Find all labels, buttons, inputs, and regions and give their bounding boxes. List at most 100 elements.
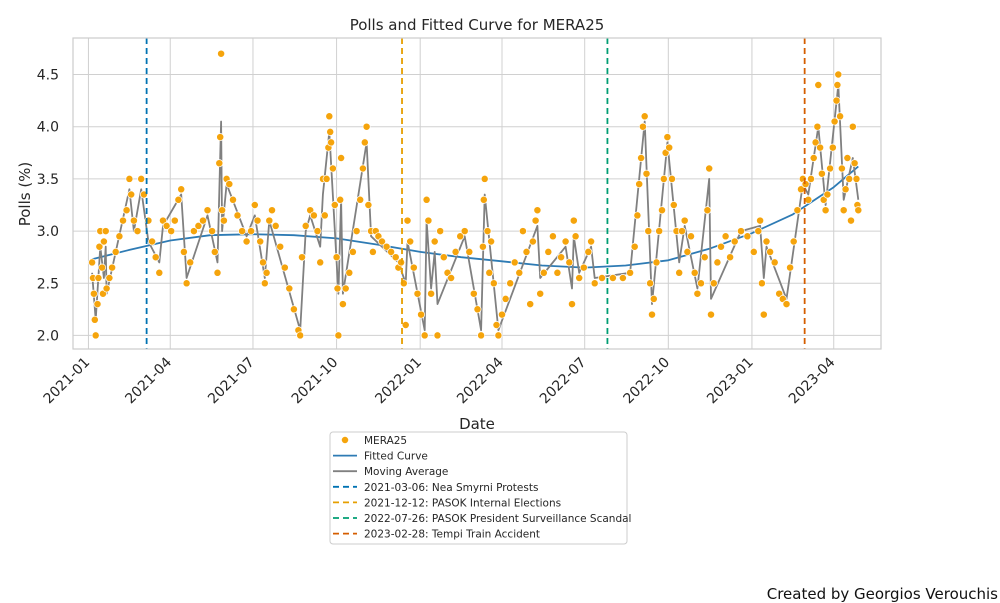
poll-point (199, 216, 207, 225)
poll-point (217, 49, 226, 58)
poll-point (587, 237, 596, 246)
poll-point (127, 190, 136, 199)
poll-point (501, 294, 510, 303)
poll-point (841, 185, 850, 194)
plot-frame (72, 37, 882, 350)
poll-point (341, 284, 350, 293)
poll-point (693, 289, 702, 298)
poll-point (817, 169, 826, 178)
poll-point (98, 263, 107, 272)
x-tick-label: 2021-01 (41, 355, 94, 408)
poll-point (743, 232, 752, 241)
poll-point (648, 310, 656, 319)
poll-point (265, 216, 274, 225)
poll-point (652, 258, 661, 267)
poll-point (301, 221, 310, 230)
poll-point (762, 237, 771, 246)
y-axis-ticks: 2.0 2.5 3.0 3.5 4.0 4.5 (37, 68, 59, 345)
poll-point (544, 247, 553, 256)
poll-point (436, 227, 445, 236)
poll-point (139, 190, 148, 199)
poll-point (356, 195, 365, 204)
poll-point (726, 253, 735, 262)
poll-point (608, 274, 617, 282)
poll-point (579, 263, 588, 272)
poll-point (460, 227, 469, 236)
poll-point (238, 227, 247, 236)
poll-point (413, 289, 422, 298)
poll-point (548, 232, 557, 241)
poll-point (848, 122, 857, 131)
poll-point (360, 138, 369, 147)
poll-point (424, 216, 433, 225)
poll-point (313, 227, 322, 236)
poll-point (256, 237, 265, 246)
poll-point (345, 268, 354, 277)
poll-point (358, 164, 367, 173)
poll-point (102, 284, 111, 293)
poll-point (213, 268, 222, 277)
poll-point (148, 237, 157, 246)
poll-point (834, 70, 843, 79)
y-tick-label: 2.0 (37, 328, 59, 344)
legend-label: Fitted Curve (364, 451, 428, 463)
x-tick-label: 2021-10 (289, 355, 342, 408)
poll-point (186, 258, 195, 267)
poll-point (473, 305, 482, 314)
poll-point (839, 206, 848, 215)
x-tick-label: 2022-07 (537, 355, 590, 408)
poll-point (492, 321, 501, 329)
poll-point (553, 268, 562, 277)
poll-point (162, 221, 171, 230)
poll-point (322, 174, 331, 183)
poll-point (640, 112, 649, 121)
poll-point (703, 206, 712, 215)
poll-point (362, 122, 371, 131)
poll-point (830, 117, 839, 126)
poll-point (456, 232, 465, 241)
poll-point (675, 268, 684, 277)
poll-point (94, 274, 103, 282)
grid (73, 38, 881, 349)
poll-point (836, 112, 845, 121)
poll-point (320, 211, 329, 220)
poll-point (391, 253, 400, 262)
poll-point (427, 289, 436, 298)
poll-point (93, 300, 102, 309)
poll-point (557, 253, 566, 262)
poll-point (403, 216, 412, 225)
y-tick-label: 4.0 (37, 120, 59, 136)
poll-point (129, 216, 138, 225)
poll-point (575, 274, 584, 282)
poll-point (125, 174, 134, 183)
poll-point (352, 227, 361, 236)
poll-point (707, 310, 715, 319)
poll-point (770, 258, 779, 267)
poll-point (663, 133, 672, 142)
poll-point (401, 321, 410, 329)
poll-point (668, 174, 676, 183)
poll-point (713, 258, 722, 267)
poll-point (515, 268, 524, 277)
poll-point (705, 164, 714, 173)
poll-point (88, 258, 97, 267)
poll-point (638, 122, 647, 131)
poll-point (843, 154, 852, 162)
poll-point (642, 169, 651, 178)
x-tick-label: 2022-04 (454, 354, 507, 407)
poll-point (649, 294, 658, 303)
poll-point (804, 195, 813, 204)
poll-point (821, 206, 830, 215)
poll-point (397, 258, 406, 267)
x-tick-label: 2021-04 (122, 354, 175, 407)
poll-point (276, 242, 285, 251)
poll-point (259, 258, 267, 267)
poll-point (833, 81, 842, 89)
poll-point (122, 206, 131, 215)
poll-point (477, 331, 486, 340)
legend-box (329, 431, 628, 545)
poll-point (348, 247, 357, 256)
poll-point (151, 253, 160, 262)
poll-point (90, 315, 99, 324)
poll-point (337, 154, 346, 162)
